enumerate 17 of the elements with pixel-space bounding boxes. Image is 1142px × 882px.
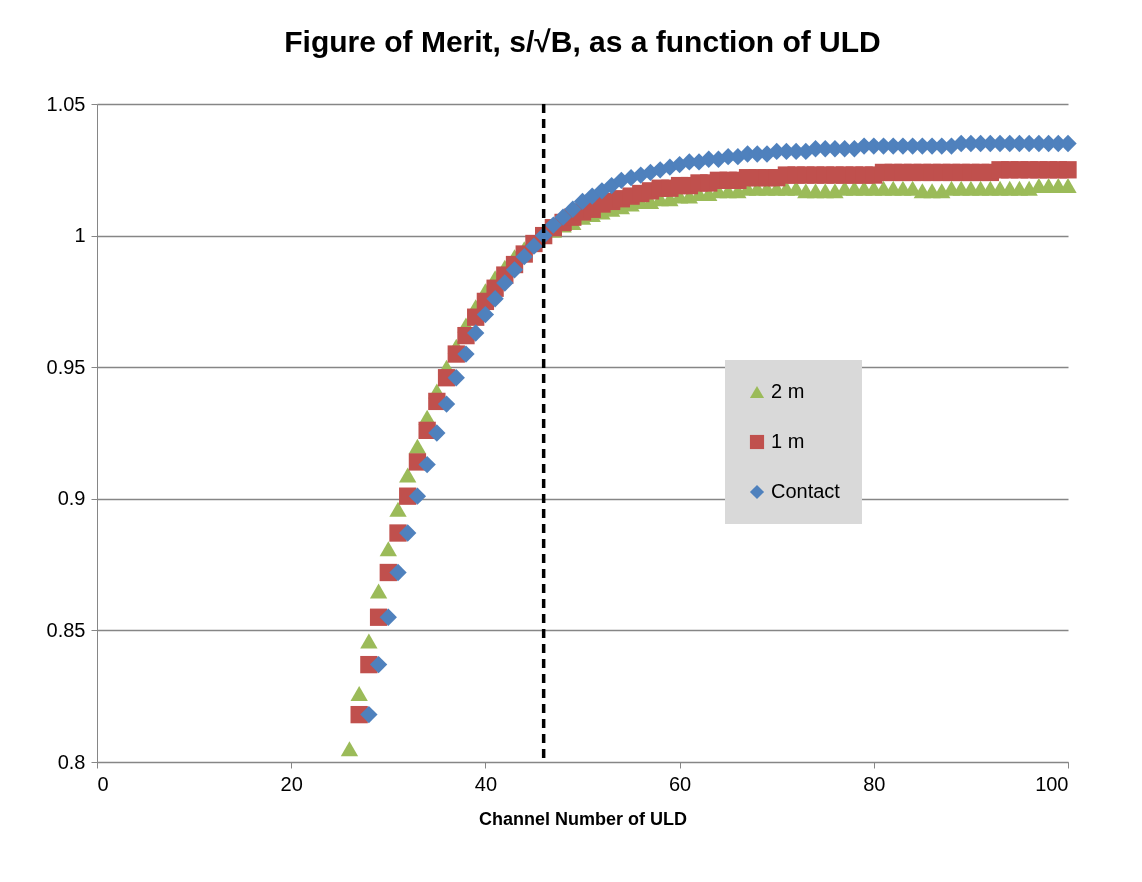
x-tick-label: 0 xyxy=(97,772,109,795)
y-tick-label: 0.95 xyxy=(46,355,86,378)
legend-label: Contact xyxy=(771,480,841,502)
chart-title: Figure of Merit, s/√B, as a function of ULD xyxy=(284,25,881,58)
x-tick-label: 80 xyxy=(863,772,886,795)
legend-label: 2 m xyxy=(771,380,805,402)
y-tick-label: 0.8 xyxy=(57,750,86,773)
x-axis-title: Channel Number of ULD xyxy=(478,808,688,829)
y-tick-label: 0.85 xyxy=(46,618,86,641)
x-tick-label: 40 xyxy=(474,772,498,795)
y-tick-label: 0.9 xyxy=(57,487,86,510)
x-tick-label: 20 xyxy=(280,772,303,795)
legend-label: 1 m xyxy=(771,430,805,452)
x-tick-label: 60 xyxy=(668,772,692,795)
y-tick-label: 1.05 xyxy=(46,92,86,115)
y-tick-label: 1 xyxy=(74,224,86,247)
x-tick-label: 100 xyxy=(1035,772,1069,795)
